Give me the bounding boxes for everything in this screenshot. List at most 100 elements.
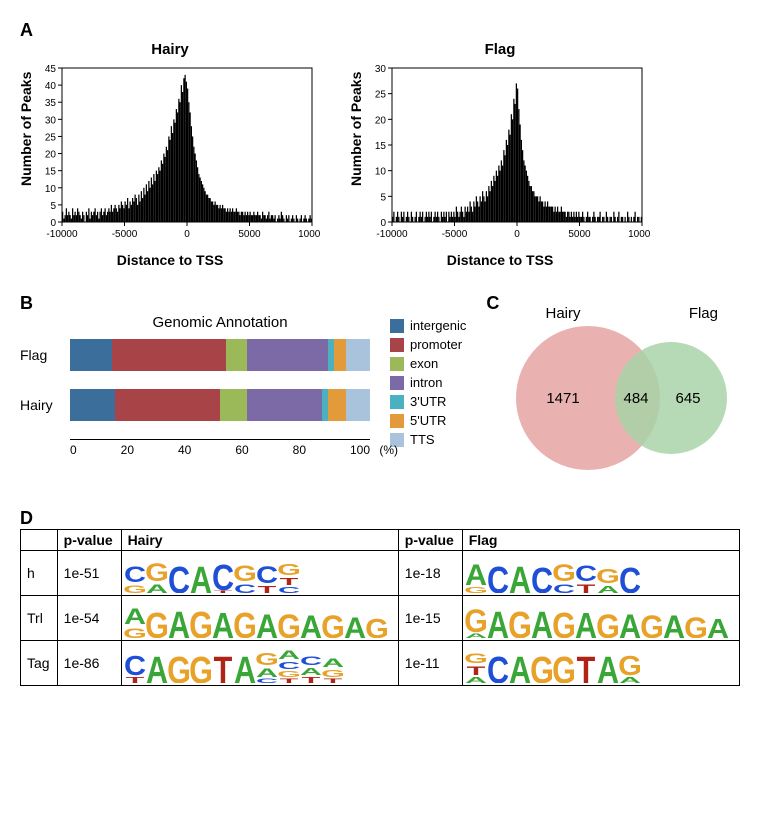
svg-text:A: A xyxy=(487,605,509,638)
bar-segment-promoter xyxy=(115,389,220,421)
motif-table: p-valueHairyp-valueFlagh1e-51GCAGCATCCGT… xyxy=(20,529,740,686)
svg-text:G: G xyxy=(552,607,576,638)
svg-text:15: 15 xyxy=(375,141,387,152)
svg-text:5: 5 xyxy=(380,192,386,203)
svg-text:A: A xyxy=(278,648,300,661)
table-cell: Trl xyxy=(21,596,58,641)
svg-text:C: C xyxy=(487,650,509,683)
svg-text:C: C xyxy=(124,650,146,682)
svg-text:A: A xyxy=(531,605,553,638)
bar-segment-utr5 xyxy=(328,389,346,421)
svg-text:-5000: -5000 xyxy=(112,229,138,240)
svg-text:G: G xyxy=(530,650,554,683)
svg-text:G: G xyxy=(508,605,532,638)
svg-text:C: C xyxy=(212,559,234,593)
svg-text:A: A xyxy=(300,609,322,638)
table-cell: 1e-54 xyxy=(57,596,121,641)
svg-text:G: G xyxy=(552,559,576,586)
svg-text:5: 5 xyxy=(50,201,56,212)
svg-text:A: A xyxy=(707,613,729,638)
svg-text:15: 15 xyxy=(45,167,57,178)
table-row: Trl1e-54GAGAGAGAGAGAG1e-15AGAGAGAGAGAGA xyxy=(21,596,740,641)
x-tick: 20 xyxy=(121,443,134,457)
legend-label: intron xyxy=(410,375,443,390)
histogram-title: Flag xyxy=(350,41,650,58)
legend-swatch xyxy=(390,395,404,409)
svg-text:10: 10 xyxy=(45,184,57,195)
svg-text:45: 45 xyxy=(45,64,57,75)
svg-text:0: 0 xyxy=(184,229,190,240)
svg-text:G: G xyxy=(189,605,213,638)
figure-root: A Hairy051015202530354045-10000-50000500… xyxy=(20,20,764,686)
svg-text:A: A xyxy=(234,650,256,683)
svg-text:5000: 5000 xyxy=(238,229,261,240)
table-cell: h xyxy=(21,551,58,596)
svg-text:G: G xyxy=(596,607,620,638)
table-cell: 1e-15 xyxy=(398,596,462,641)
bar-track xyxy=(70,339,370,371)
stacked-bar-row: Hairy xyxy=(20,389,370,421)
x-axis-label: Distance to TSS xyxy=(20,252,320,268)
x-tick: 100 xyxy=(350,443,370,457)
x-tick: 60 xyxy=(235,443,248,457)
logo-cell: GCAGCATCCGTCCTG xyxy=(121,551,398,596)
svg-text:25: 25 xyxy=(375,90,387,101)
bar-row-label: Flag xyxy=(20,347,70,363)
svg-text:10: 10 xyxy=(375,167,387,178)
svg-text:G: G xyxy=(465,651,488,667)
svg-text:G: G xyxy=(596,566,620,588)
logo-cell: GAGAGAGAGAGAG xyxy=(121,596,398,641)
svg-text:G: G xyxy=(277,561,300,579)
table-header: Hairy xyxy=(121,530,398,551)
logo-cell: AGAGAGAGAGAGA xyxy=(462,596,739,641)
histogram-title: Hairy xyxy=(20,41,320,58)
svg-text:C: C xyxy=(124,562,146,587)
legend-swatch xyxy=(390,319,404,333)
svg-text:G: G xyxy=(233,561,257,586)
svg-text:30: 30 xyxy=(375,64,387,75)
panel-b-legend: intergenicpromoterexonintron3'UTR5'UTRTT… xyxy=(390,318,466,451)
sequence-logo: GCAGCATCCGTCCTG xyxy=(124,553,300,593)
bar-track xyxy=(70,389,370,421)
svg-text:G: G xyxy=(465,603,488,638)
x-tick: 40 xyxy=(178,443,191,457)
panel-b-title: Genomic Annotation xyxy=(70,314,370,331)
legend-label: promoter xyxy=(410,337,462,352)
legend-swatch xyxy=(390,357,404,371)
legend-item-intron: intron xyxy=(390,375,466,390)
svg-text:G: G xyxy=(618,650,641,682)
bar-segment-tts xyxy=(346,389,370,421)
table-cell: 1e-51 xyxy=(57,551,121,596)
svg-text:-5000: -5000 xyxy=(442,229,468,240)
bar-segment-intron xyxy=(247,339,328,371)
svg-text:A: A xyxy=(663,609,685,638)
svg-text:A: A xyxy=(344,612,366,638)
svg-text:G: G xyxy=(255,649,279,669)
legend-item-tts: TTS xyxy=(390,432,466,447)
svg-text:C: C xyxy=(300,654,322,667)
svg-text:G: G xyxy=(365,613,388,638)
bar-segment-tts xyxy=(346,339,370,371)
svg-text:G: G xyxy=(684,612,708,638)
legend-label: 5'UTR xyxy=(410,413,446,428)
logo-cell: ATGCAGGTAAG xyxy=(462,641,739,686)
panel-b: B Genomic Annotation FlagHairy 020406080… xyxy=(20,293,370,457)
svg-text:A: A xyxy=(124,604,146,629)
legend-item-utr5: 5'UTR xyxy=(390,413,466,428)
table-header: p-value xyxy=(398,530,462,551)
table-cell: 1e-11 xyxy=(398,641,462,686)
x-axis-label: Distance to TSS xyxy=(350,252,650,268)
table-header: Flag xyxy=(462,530,739,551)
svg-text:A: A xyxy=(190,560,212,593)
legend-label: exon xyxy=(410,356,438,371)
svg-text:25: 25 xyxy=(45,132,57,143)
panel-d: D p-valueHairyp-valueFlagh1e-51GCAGCATCC… xyxy=(20,508,764,686)
svg-text:G: G xyxy=(277,607,301,638)
stacked-bar-row: Flag xyxy=(20,339,370,371)
venn-text: Flag xyxy=(689,305,718,322)
legend-swatch xyxy=(390,376,404,390)
svg-text:0: 0 xyxy=(380,218,386,229)
legend-label: intergenic xyxy=(410,318,466,333)
svg-text:A: A xyxy=(509,560,531,593)
svg-text:G: G xyxy=(167,650,191,683)
